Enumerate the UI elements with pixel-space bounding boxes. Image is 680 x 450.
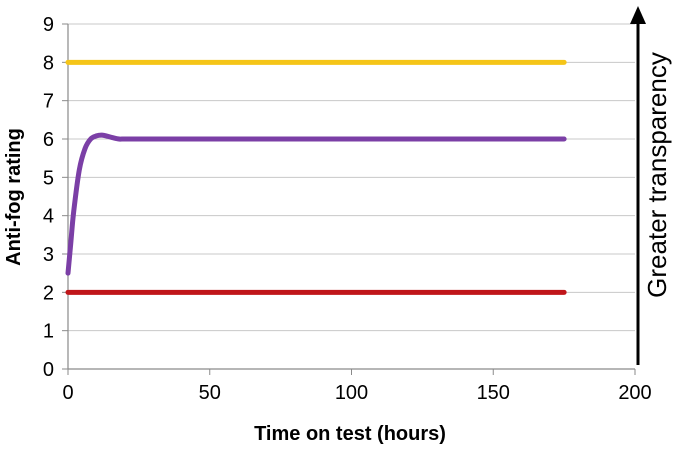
- x-axis-title: Time on test (hours): [254, 423, 446, 445]
- y-tick-label-4: 4: [43, 206, 54, 228]
- greater-transparency-label: Greater transparency: [642, 52, 672, 298]
- y-tick-label-2: 2: [43, 282, 54, 304]
- series-line-2: [65, 132, 567, 276]
- y-tick-label-0: 0: [43, 359, 54, 381]
- series-lines: [65, 59, 567, 295]
- x-tick-label-100: 100: [335, 382, 368, 404]
- gridlines: [68, 23, 635, 332]
- x-tick-label-150: 150: [477, 382, 510, 404]
- y-tick-label-3: 3: [43, 244, 54, 266]
- y-tick-label-7: 7: [43, 91, 54, 113]
- y-tick-label-8: 8: [43, 52, 54, 74]
- transparency-annotation: Greater transparency: [630, 6, 672, 365]
- y-tick-label-1: 1: [43, 321, 54, 343]
- y-axis-title: Anti-fog rating: [3, 128, 25, 266]
- arrow-head-icon: [630, 6, 646, 24]
- tick-labels: 0 1 2 3 4 5 6 7 8 9 0 50 100 150 200: [43, 14, 652, 404]
- x-tick-label-0: 0: [62, 382, 73, 404]
- y-tick-label-5: 5: [43, 167, 54, 189]
- x-tick-label-50: 50: [199, 382, 221, 404]
- y-tick-label-9: 9: [43, 14, 54, 36]
- y-tick-label-6: 6: [43, 129, 54, 151]
- axes: [62, 23, 636, 375]
- x-tick-label-200: 200: [618, 382, 651, 404]
